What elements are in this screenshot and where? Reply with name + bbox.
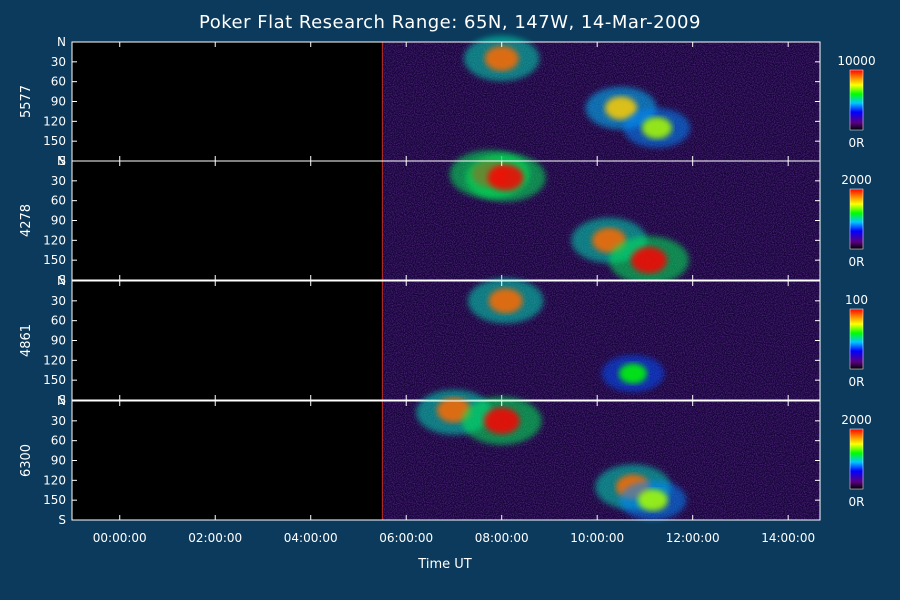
colorbar <box>849 308 864 370</box>
aurora-feature-core <box>605 96 638 120</box>
x-tick-label: 12:00:00 <box>666 531 720 545</box>
colorbar <box>849 69 864 131</box>
y-tick-label: 60 <box>51 194 66 208</box>
y-tick-label: 150 <box>43 493 66 507</box>
panel-label-4861: 4861 <box>19 324 34 357</box>
panel-label-5577: 5577 <box>19 85 34 118</box>
y-tick-label: 60 <box>51 434 66 448</box>
y-tick-label: N <box>57 35 66 49</box>
y-tick-label: 120 <box>43 353 66 367</box>
aurora-feature-core <box>487 164 524 191</box>
aurora-feature-core <box>630 246 667 274</box>
x-axis-label: Time UT <box>417 557 471 572</box>
y-tick-label: 150 <box>43 373 66 387</box>
y-tick-label: S <box>58 393 66 407</box>
colorbar <box>849 188 864 250</box>
aurora-feature-core <box>484 46 519 71</box>
y-tick-label: 30 <box>51 55 66 69</box>
aurora-feature-core <box>637 489 668 512</box>
panels: N 30 60 90 120 150 S 5577 10000 0R N 30 60 90 120 150 S 4… <box>19 35 876 527</box>
y-tick-label: 60 <box>51 75 66 89</box>
y-tick-label: 150 <box>43 134 66 148</box>
y-tick-label: N <box>57 394 66 408</box>
colorbar-max-label: 2000 <box>841 173 872 187</box>
chart-title: Poker Flat Research Range: 65N, 147W, 14… <box>199 12 701 33</box>
colorbar-min-label: 0R <box>849 255 865 269</box>
x-tick-label: 06:00:00 <box>379 531 433 545</box>
y-tick-label: 90 <box>51 214 66 228</box>
y-tick-label: 30 <box>51 174 66 188</box>
colorbar-min-label: 0R <box>849 495 865 509</box>
y-tick-label: 90 <box>51 95 66 109</box>
y-tick-label: 150 <box>43 253 66 267</box>
x-tick-label: 14:00:00 <box>761 531 815 545</box>
aurora-feature-core <box>488 288 523 314</box>
x-tick-label: 04:00:00 <box>284 531 338 545</box>
panel-6300: N 30 60 90 120 150 S 6300 2000 0R <box>19 389 872 527</box>
x-tick-label: 08:00:00 <box>475 531 529 545</box>
y-tick-label: S <box>58 154 66 168</box>
panel-noise <box>382 281 820 400</box>
aurora-feature-core <box>483 407 520 435</box>
colorbar-max-label: 100 <box>845 293 868 307</box>
colorbar <box>849 428 864 490</box>
y-tick-label: S <box>58 273 66 287</box>
panel-4278: N 30 60 90 120 150 S 4278 2000 0R <box>19 150 872 287</box>
x-tick-label: 02:00:00 <box>188 531 242 545</box>
x-tick-label: 00:00:00 <box>93 531 147 545</box>
y-tick-label: 30 <box>51 294 66 308</box>
y-tick-label: 30 <box>51 414 66 428</box>
y-tick-label: 120 <box>43 233 66 247</box>
y-tick-label: S <box>58 513 66 527</box>
x-axis: 00:00:00 02:00:00 04:00:00 06:00:00 08:00:00… <box>93 531 815 545</box>
panel-label-6300: 6300 <box>19 444 34 477</box>
colorbar-max-label: 10000 <box>837 54 875 68</box>
panel-5577: N 30 60 90 120 150 S 5577 10000 0R <box>19 35 876 168</box>
y-tick-label: 90 <box>51 454 66 468</box>
y-tick-label: 90 <box>51 334 66 348</box>
aurora-feature-core <box>618 363 648 384</box>
panel-4861: N 30 60 90 120 150 S 4861 100 0R <box>19 274 868 407</box>
y-tick-label: 120 <box>43 114 66 128</box>
panel-label-4278: 4278 <box>19 204 34 237</box>
y-tick-label: 60 <box>51 314 66 328</box>
colorbar-min-label: 0R <box>849 375 865 389</box>
x-tick-label: 10:00:00 <box>570 531 624 545</box>
aurora-feature-core <box>641 117 672 139</box>
y-tick-label: N <box>57 154 66 168</box>
y-tick-label: 120 <box>43 473 66 487</box>
colorbar-max-label: 2000 <box>841 413 872 427</box>
y-tick-label: N <box>57 274 66 288</box>
colorbar-min-label: 0R <box>849 136 865 150</box>
